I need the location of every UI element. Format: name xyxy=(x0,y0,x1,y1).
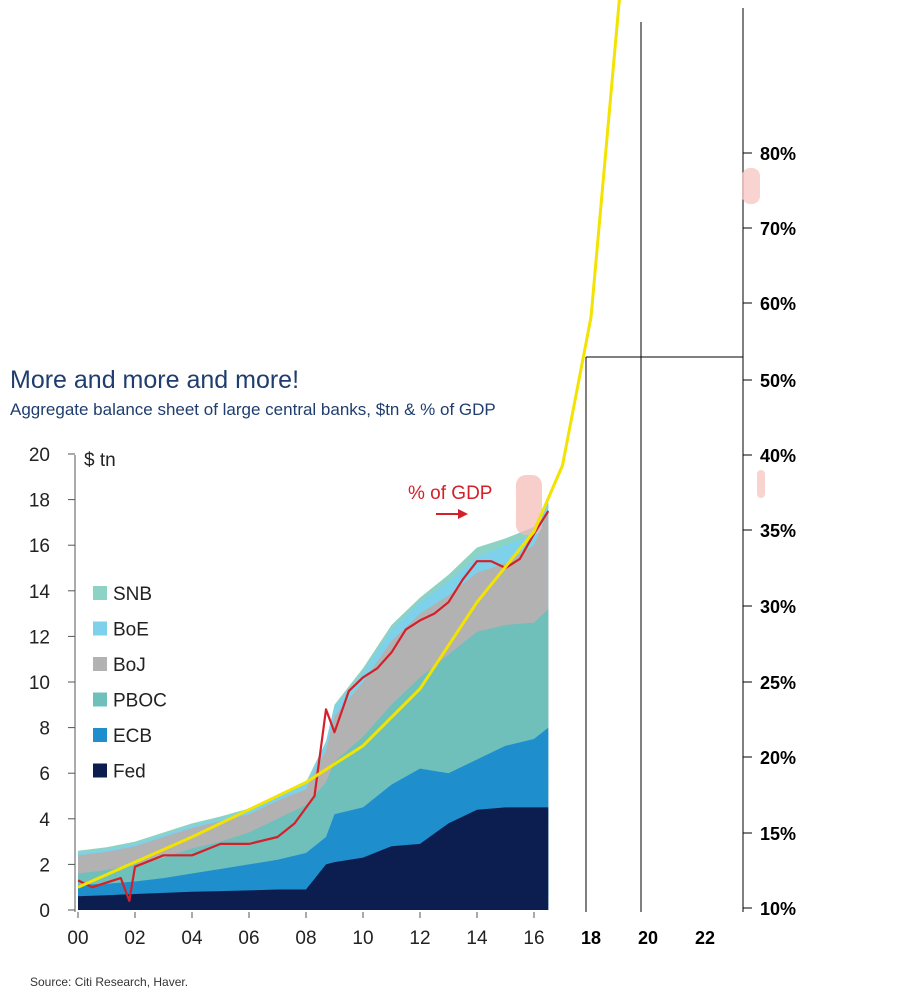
y-tick-label-right: 80% xyxy=(760,144,796,164)
y-tick-label: 6 xyxy=(39,764,50,785)
gdp-annotation-label: % of GDP xyxy=(408,483,492,504)
highlight-blob xyxy=(516,475,542,535)
y-tick-label: 20 xyxy=(29,445,50,466)
y-tick-label-right: 25% xyxy=(760,673,796,693)
y-tick-label-right: 10% xyxy=(760,899,796,919)
y-tick-label: 8 xyxy=(39,719,50,740)
legend-label-boe: BoE xyxy=(113,620,149,641)
y-tick-label: 14 xyxy=(29,582,51,603)
y-tick-label-right: 20% xyxy=(760,748,796,768)
chart-title: More and more and more! xyxy=(10,366,300,394)
x-tick-label: 16 xyxy=(523,928,544,949)
y-tick-label-right: 40% xyxy=(760,446,796,466)
legend-label-pboc: PBOC xyxy=(113,691,167,712)
legend-swatch-pboc xyxy=(93,692,107,707)
x-tick-label: 08 xyxy=(295,928,316,949)
y-tick-label: 16 xyxy=(29,536,50,557)
y-tick-label: 2 xyxy=(39,855,50,876)
legend-swatch-snb xyxy=(93,586,107,600)
y-axis-label: $ tn xyxy=(84,450,116,471)
highlight-blob xyxy=(742,168,760,204)
y-tick-label-right: 50% xyxy=(760,371,796,391)
x-tick-label: 10 xyxy=(352,928,373,949)
chart-subtitle: Aggregate balance sheet of large central… xyxy=(10,400,496,419)
y-tick-label: 0 xyxy=(39,901,50,922)
y-tick-label-right: 15% xyxy=(760,824,796,844)
x-tick-label: 12 xyxy=(409,928,430,949)
y-tick-label-right: 60% xyxy=(760,294,796,314)
y-tick-label: 18 xyxy=(29,491,50,512)
gdp-annotation-arrowhead xyxy=(458,509,468,519)
x-tick-label: 00 xyxy=(67,928,88,949)
y-tick-label-right: 30% xyxy=(760,597,796,617)
legend-swatch-ecb xyxy=(93,728,107,742)
x-tick-label: 22 xyxy=(695,928,715,948)
y-tick-label-right: 70% xyxy=(760,219,796,239)
y-tick-label: 12 xyxy=(29,627,50,648)
y-tick-label: 4 xyxy=(39,810,50,831)
y-tick-label-right: 35% xyxy=(760,521,796,541)
legend-swatch-boj xyxy=(93,657,107,671)
area-fed xyxy=(78,807,549,910)
legend-label-boj: BoJ xyxy=(113,655,146,676)
legend-label-fed: Fed xyxy=(113,762,146,783)
trend-curve xyxy=(77,0,621,889)
legend-label-ecb: ECB xyxy=(113,726,152,747)
x-tick-label: 06 xyxy=(238,928,259,949)
x-tick-label: 14 xyxy=(466,928,488,949)
source-note: Source: Citi Research, Haver. xyxy=(30,975,189,989)
highlight-blob xyxy=(757,470,765,498)
y-tick-label: 10 xyxy=(29,673,50,694)
x-tick-label: 18 xyxy=(581,928,601,948)
x-tick-label: 20 xyxy=(638,928,658,948)
legend-swatch-boe xyxy=(93,621,107,636)
legend-swatch-fed xyxy=(93,763,107,778)
legend-label-snb: SNB xyxy=(113,584,152,605)
x-tick-label: 02 xyxy=(124,928,145,949)
gdp-line xyxy=(77,510,550,902)
x-tick-label: 04 xyxy=(181,928,203,949)
